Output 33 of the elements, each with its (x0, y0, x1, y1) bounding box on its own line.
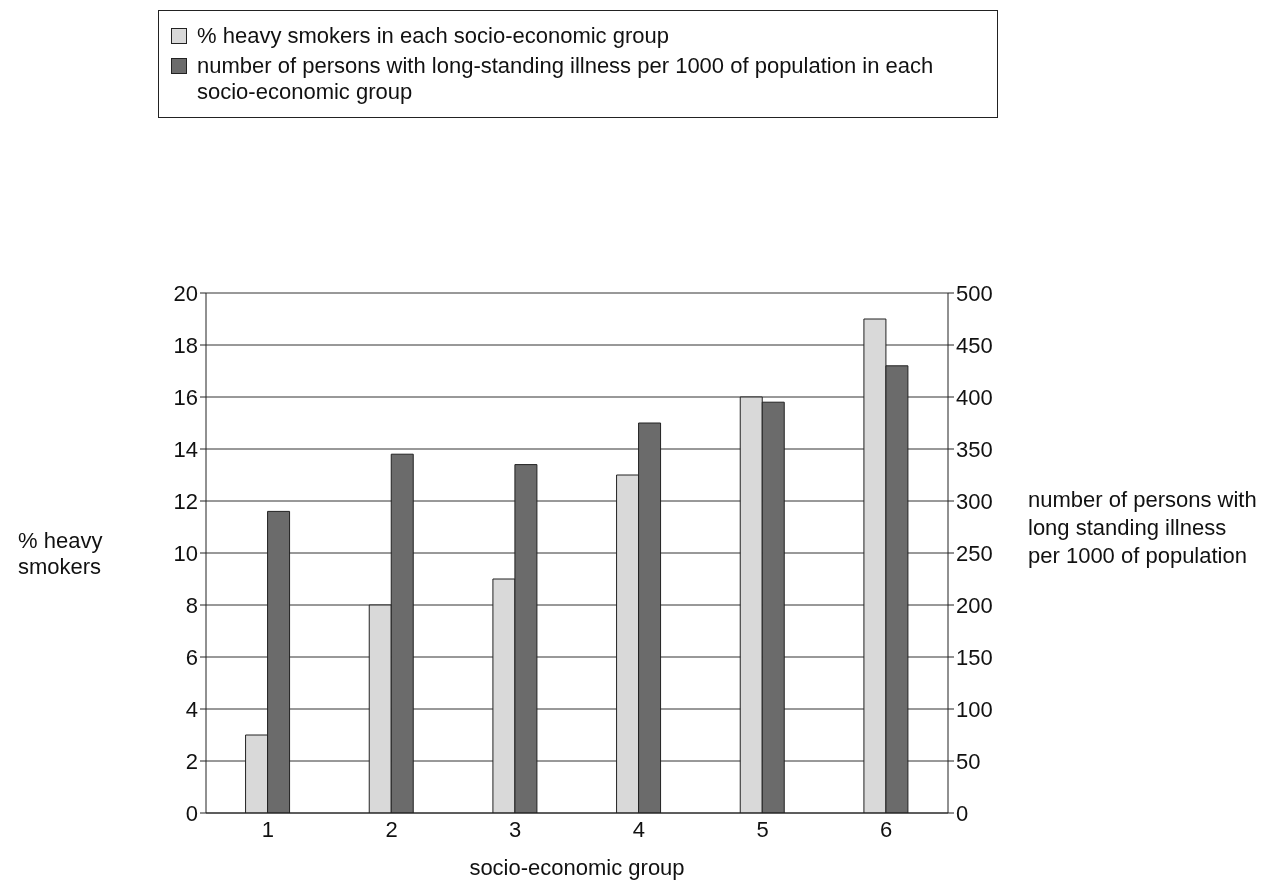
y-tick-label: 4 (185, 696, 198, 722)
y2-tick-label: 200 (956, 592, 993, 618)
y-tick-label: 12 (173, 488, 198, 514)
y2-tick-label: 450 (956, 332, 993, 358)
y-tick-label: 18 (173, 332, 198, 358)
x-tick-label: 2 (385, 816, 398, 842)
legend-label: % heavy smokers in each socio-economic group (197, 23, 670, 49)
x-tick-label: 3 (509, 816, 522, 842)
y2-axis-title: number of persons with long standing illness per 1000 of population (1028, 486, 1258, 570)
y-tick-label: 10 (173, 540, 198, 566)
y-axis-title: % heavy smokers (18, 528, 104, 580)
x-tick-label: 1 (261, 816, 274, 842)
y2-tick-label: 250 (956, 540, 993, 566)
y-tick-label: 2 (185, 748, 198, 774)
y2-tick-label: 400 (956, 384, 993, 410)
y-tick-label: 20 (173, 280, 198, 306)
legend-label: number of persons with long-standing illness per 1000 of population in each socio-economic group (197, 53, 935, 105)
y-tick-label: 0 (185, 800, 198, 826)
y2-tick-label: 0 (956, 800, 969, 826)
x-axis-title: socio-economic group (469, 855, 685, 880)
y-tick-label: 6 (185, 644, 198, 670)
x-tick-label: 5 (756, 816, 769, 842)
y2-tick-label: 100 (956, 696, 993, 722)
y2-tick-label: 50 (956, 748, 981, 774)
y2-tick-label: 300 (956, 488, 993, 514)
y2-tick-label: 150 (956, 644, 993, 670)
y-tick-label: 14 (173, 436, 198, 462)
y2-tick-label: 350 (956, 436, 993, 462)
x-tick-label: 6 (880, 816, 893, 842)
y-tick-label: 16 (173, 384, 198, 410)
y2-tick-label: 500 (956, 280, 993, 306)
x-tick-label: 4 (632, 816, 645, 842)
y-tick-label: 8 (185, 592, 198, 618)
